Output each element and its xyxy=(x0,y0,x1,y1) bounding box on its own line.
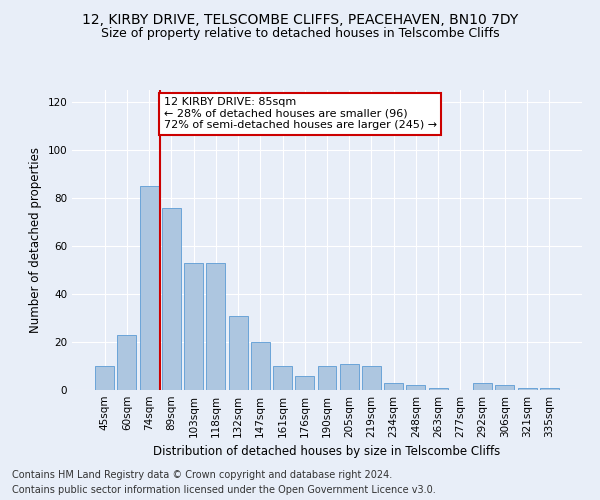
Bar xyxy=(251,342,270,390)
Bar xyxy=(384,383,403,390)
Y-axis label: Number of detached properties: Number of detached properties xyxy=(29,147,42,333)
Bar xyxy=(518,388,536,390)
Bar xyxy=(496,385,514,390)
Bar xyxy=(429,388,448,390)
Text: Contains public sector information licensed under the Open Government Licence v3: Contains public sector information licen… xyxy=(12,485,436,495)
Bar xyxy=(295,376,314,390)
Bar xyxy=(362,366,381,390)
Bar xyxy=(118,335,136,390)
Text: 12, KIRBY DRIVE, TELSCOMBE CLIFFS, PEACEHAVEN, BN10 7DY: 12, KIRBY DRIVE, TELSCOMBE CLIFFS, PEACE… xyxy=(82,12,518,26)
Text: Contains HM Land Registry data © Crown copyright and database right 2024.: Contains HM Land Registry data © Crown c… xyxy=(12,470,392,480)
Bar xyxy=(229,316,248,390)
Bar xyxy=(95,366,114,390)
Bar xyxy=(273,366,292,390)
Bar xyxy=(473,383,492,390)
Bar xyxy=(184,263,203,390)
Bar xyxy=(340,364,359,390)
Bar xyxy=(140,186,158,390)
Bar xyxy=(206,263,225,390)
X-axis label: Distribution of detached houses by size in Telscombe Cliffs: Distribution of detached houses by size … xyxy=(154,446,500,458)
Bar xyxy=(540,388,559,390)
Bar xyxy=(317,366,337,390)
Text: 12 KIRBY DRIVE: 85sqm
← 28% of detached houses are smaller (96)
72% of semi-deta: 12 KIRBY DRIVE: 85sqm ← 28% of detached … xyxy=(164,97,437,130)
Bar xyxy=(406,385,425,390)
Text: Size of property relative to detached houses in Telscombe Cliffs: Size of property relative to detached ho… xyxy=(101,28,499,40)
Bar xyxy=(162,208,181,390)
